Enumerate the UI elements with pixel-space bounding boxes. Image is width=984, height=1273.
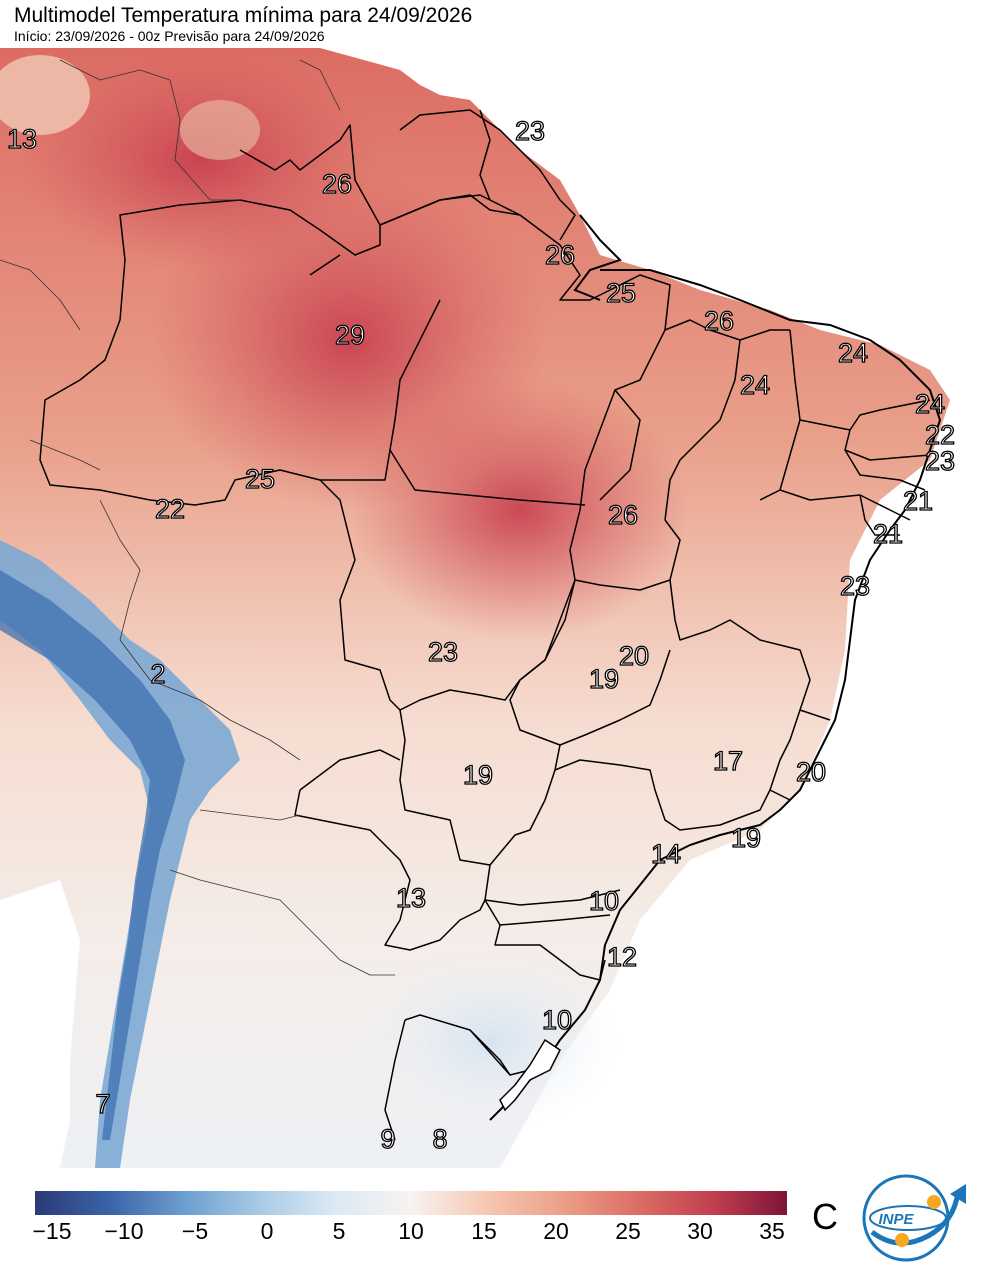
temp-label: 21 (903, 486, 933, 516)
temp-label: 22 (925, 420, 955, 450)
temp-label: 17 (713, 746, 743, 776)
colorbar-tick: 35 (759, 1218, 785, 1244)
temp-label: 23 (428, 637, 458, 667)
pale-patch-guyana (180, 100, 260, 160)
temp-label: 20 (796, 757, 826, 787)
temp-label: 29 (335, 320, 365, 350)
temp-label: 23 (925, 446, 955, 476)
cool-patch-rs (360, 950, 620, 1130)
pacific-coast (0, 880, 80, 1168)
temp-label: 19 (463, 760, 493, 790)
hot-core-central (350, 380, 690, 640)
andes-cold (0, 540, 240, 1168)
colorbar-tick: 5 (332, 1218, 346, 1244)
colorbar-tick: −15 (32, 1218, 72, 1244)
colorbar-tick: 15 (471, 1218, 497, 1244)
temp-label: 24 (915, 389, 945, 419)
colorbar-tick: 0 (260, 1218, 274, 1244)
temp-label: 26 (545, 240, 575, 270)
temp-label: 22 (155, 494, 185, 524)
inpe-logo: INPE (862, 1174, 966, 1262)
temperature-map: 13 23 26 26 25 29 26 24 24 24 22 23 21 2… (0, 48, 984, 1168)
temp-label: 13 (396, 883, 426, 913)
colorbar-tick: 25 (615, 1218, 641, 1244)
colorbar-tick: −5 (181, 1218, 209, 1244)
temp-label: 9 (380, 1124, 395, 1154)
temp-label: 2 (150, 659, 165, 689)
pale-patch-venezuela (0, 55, 90, 135)
colorbar-tick: 20 (543, 1218, 569, 1244)
ocean-top (320, 48, 984, 100)
temp-label: 23 (840, 571, 870, 601)
temp-label: 19 (731, 823, 761, 853)
map-title: Multimodel Temperatura mínima para 24/09… (14, 4, 473, 27)
colorbar (35, 1191, 787, 1215)
temp-label: 26 (608, 500, 638, 530)
colorbar-tick: 10 (398, 1218, 424, 1244)
map-subtitle: Início: 23/09/2026 - 00z Previsão para 2… (14, 28, 325, 44)
temp-label: 19 (589, 664, 619, 694)
temp-label: 13 (7, 124, 37, 154)
temperature-labels: 13 23 26 26 25 29 26 24 24 24 22 23 21 2… (6, 115, 955, 1154)
temp-label: 8 (432, 1124, 447, 1154)
temp-label: 21 (873, 519, 903, 549)
colorbar-tick: −10 (104, 1218, 144, 1244)
temp-label: 24 (740, 370, 770, 400)
colorbar-tick: 30 (687, 1218, 713, 1244)
temp-label: 10 (542, 1005, 572, 1035)
temp-label: 20 (619, 641, 649, 671)
temp-label: 25 (245, 464, 275, 494)
country-borders (0, 59, 395, 976)
temp-label: 25 (606, 278, 636, 308)
temp-label: 12 (607, 942, 637, 972)
temp-label: 23 (515, 116, 545, 146)
andes-cold-core (0, 570, 185, 1140)
unit-label: C (812, 1196, 838, 1237)
temp-label: 26 (322, 169, 352, 199)
temp-label: 10 (589, 886, 619, 916)
svg-text:INPE: INPE (878, 1211, 914, 1228)
header: Multimodel Temperatura mínima para 24/09… (14, 4, 472, 44)
temp-label: 24 (838, 338, 868, 368)
lagoa-dos-patos (499, 1038, 561, 1112)
temp-label: 14 (651, 839, 681, 869)
temp-label: 7 (95, 1089, 110, 1119)
state-borders (39, 109, 931, 1141)
hot-core-north (20, 50, 380, 270)
ocean (470, 100, 984, 1168)
coastline (489, 214, 942, 1121)
temp-label: 26 (704, 306, 734, 336)
